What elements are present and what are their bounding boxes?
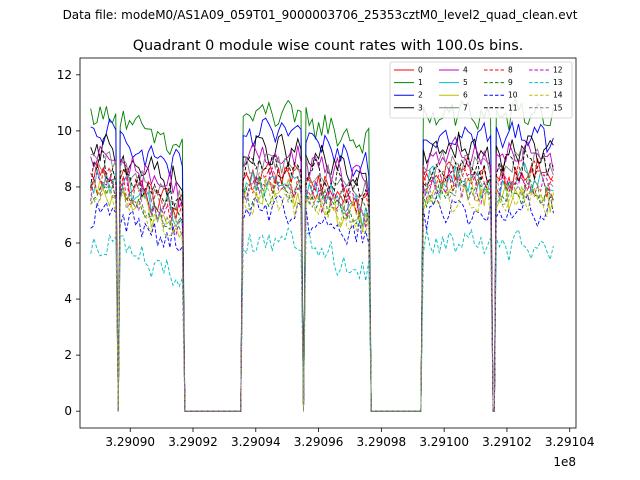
y-tick-label: 2 [64,348,72,362]
legend-label-5: 5 [463,78,468,87]
x-tick-label: 3.29104 [545,435,595,449]
legend-label-10: 10 [508,91,518,100]
legend-label-7: 7 [463,103,468,112]
x-tick-label: 3.29094 [231,435,281,449]
legend-label-14: 14 [553,91,563,100]
x-tick-label: 3.29100 [419,435,469,449]
series-line-14 [90,179,554,412]
x-tick-label: 3.29090 [105,435,155,449]
y-tick-label: 10 [57,124,72,138]
series-line-8 [90,160,554,412]
x-tick-label: 3.29092 [168,435,218,449]
plot-area: 3.29090 3.29092 3.29094 3.29096 3.29098 3.291… [57,57,595,469]
x-tick-label: 3.29098 [357,435,407,449]
legend-label-8: 8 [508,66,513,75]
x-tick-label: 3.29096 [294,435,344,449]
legend-label-9: 9 [508,78,513,87]
series-layer [90,97,554,412]
legend-label-6: 6 [463,91,468,100]
x-axis: 3.29090 3.29092 3.29094 3.29096 3.29098 3.291… [105,428,595,449]
legend-label-3: 3 [418,103,423,112]
legend-label-1: 1 [418,78,423,87]
legend-label-0: 0 [418,66,423,75]
legend-label-13: 13 [553,78,563,87]
legend-label-2: 2 [418,91,423,100]
series-line-15 [90,168,554,412]
y-tick-label: 8 [64,180,72,194]
y-tick-label: 0 [64,404,72,418]
y-axis: 0 2 4 6 8 10 12 [57,68,80,418]
legend-label-11: 11 [508,103,518,112]
series-line-12 [90,166,554,412]
y-tick-label: 4 [64,292,72,306]
data-file-label: Data file: modeM0/AS1A09_059T01_90000037… [63,8,578,22]
legend-label-12: 12 [553,66,563,75]
legend-box [389,61,573,119]
legend-label-15: 15 [553,103,563,112]
x-tick-label: 3.29102 [482,435,532,449]
x-offset-label: 1e8 [553,455,576,469]
chart-title: Quadrant 0 module wise count rates with … [133,38,524,54]
y-tick-label: 12 [57,68,72,82]
y-tick-label: 6 [64,236,72,250]
legend-label-4: 4 [463,66,468,75]
